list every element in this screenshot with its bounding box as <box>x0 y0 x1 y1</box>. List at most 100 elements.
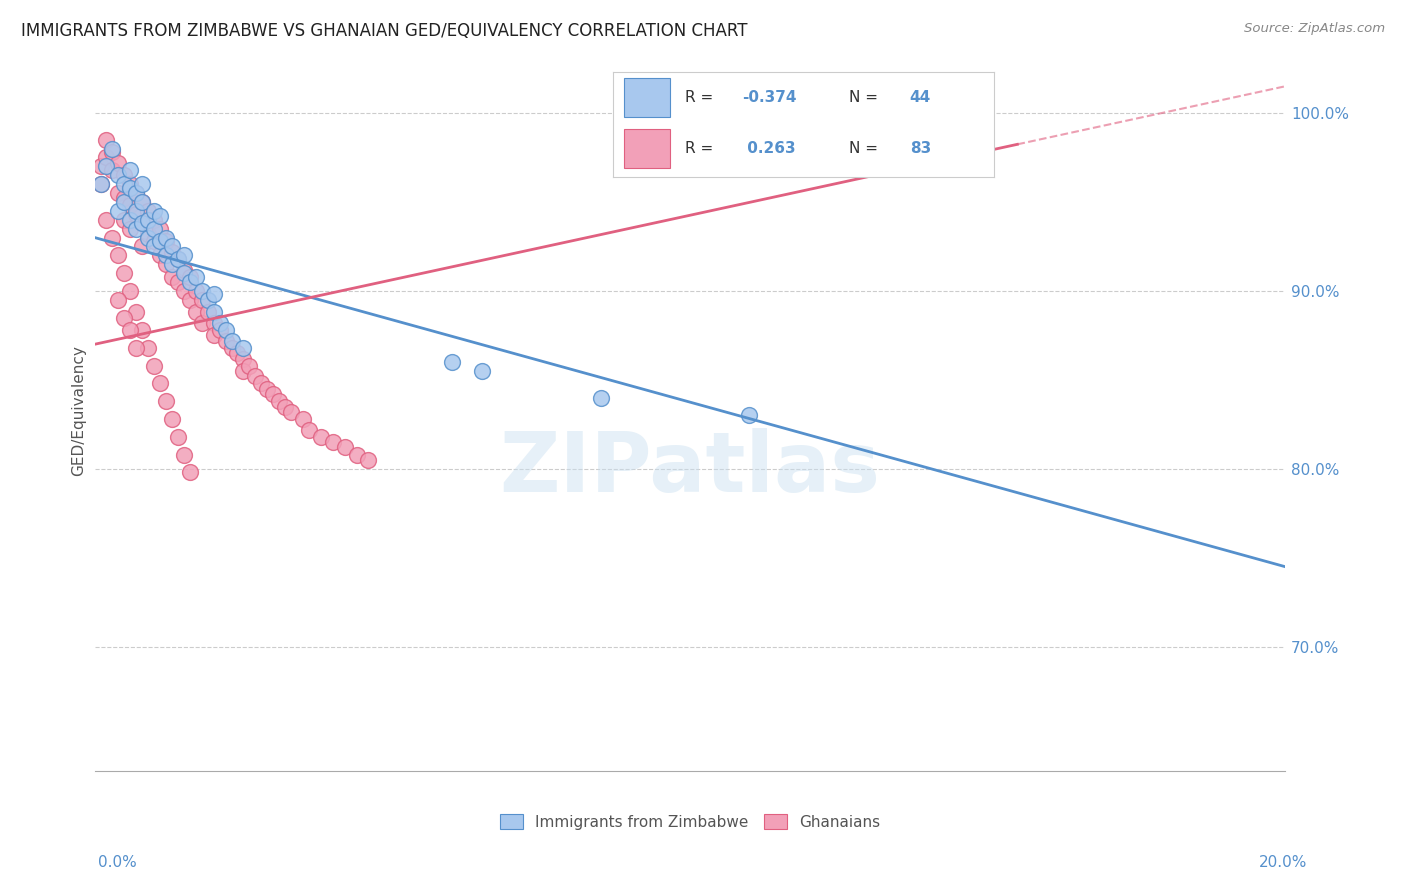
Point <box>202 287 225 301</box>
Point <box>143 234 166 248</box>
Point <box>155 248 177 262</box>
Point <box>322 435 344 450</box>
Point <box>280 405 302 419</box>
Point <box>89 159 111 173</box>
Point <box>125 186 148 200</box>
Point <box>167 430 190 444</box>
Point <box>149 248 172 262</box>
Point <box>131 323 153 337</box>
Point <box>202 328 225 343</box>
Point <box>173 262 195 277</box>
Point <box>197 293 219 307</box>
Point <box>262 387 284 401</box>
Point <box>155 234 177 248</box>
Point <box>160 412 183 426</box>
Point <box>291 412 314 426</box>
Point <box>346 448 368 462</box>
Point <box>96 133 118 147</box>
Point <box>112 310 135 325</box>
Point <box>131 216 153 230</box>
Point <box>112 168 135 182</box>
Point <box>155 257 177 271</box>
Point <box>96 151 118 165</box>
Point <box>440 355 463 369</box>
Point <box>179 293 201 307</box>
Point <box>190 316 212 330</box>
Point <box>96 159 118 173</box>
Point <box>136 341 159 355</box>
Text: ZIPatlas: ZIPatlas <box>499 428 880 509</box>
Point <box>136 212 159 227</box>
Point <box>112 266 135 280</box>
Point <box>125 203 148 218</box>
Point <box>179 466 201 480</box>
Point <box>269 394 291 409</box>
Point <box>107 186 129 200</box>
Y-axis label: GED/Equivalency: GED/Equivalency <box>72 345 86 476</box>
Point <box>131 216 153 230</box>
Point <box>221 334 243 348</box>
Point <box>221 341 243 355</box>
Point <box>202 305 225 319</box>
Point <box>173 266 195 280</box>
Point <box>143 239 166 253</box>
Point <box>120 198 142 212</box>
Point <box>160 269 183 284</box>
Point <box>214 323 236 337</box>
Point <box>309 430 332 444</box>
Point <box>298 423 321 437</box>
Point <box>131 177 153 191</box>
Point <box>149 209 172 223</box>
Point <box>173 448 195 462</box>
Point <box>173 248 195 262</box>
Point <box>131 194 153 209</box>
Point <box>256 382 278 396</box>
Point <box>179 275 201 289</box>
Point <box>143 221 166 235</box>
Point <box>208 316 231 330</box>
Point <box>125 305 148 319</box>
Point <box>107 203 129 218</box>
Point <box>125 207 148 221</box>
Point <box>89 177 111 191</box>
Point <box>226 346 249 360</box>
Point <box>112 212 135 227</box>
Point <box>232 341 254 355</box>
Text: 0.0%: 0.0% <box>98 855 138 870</box>
Text: IMMIGRANTS FROM ZIMBABWE VS GHANAIAN GED/EQUIVALENCY CORRELATION CHART: IMMIGRANTS FROM ZIMBABWE VS GHANAIAN GED… <box>21 22 748 40</box>
Point <box>155 230 177 244</box>
Point <box>190 284 212 298</box>
Point <box>101 162 124 177</box>
Point <box>125 341 148 355</box>
Point <box>149 376 172 391</box>
Point <box>245 369 267 384</box>
Point <box>160 257 183 271</box>
Point <box>232 364 254 378</box>
Point <box>208 323 231 337</box>
Point <box>112 194 135 209</box>
Point <box>160 239 183 253</box>
Point <box>101 230 124 244</box>
Point <box>202 316 225 330</box>
Point <box>120 221 142 235</box>
Point <box>112 177 135 191</box>
Point <box>125 221 148 235</box>
Point <box>101 142 124 156</box>
Point <box>357 453 380 467</box>
Point <box>184 305 207 319</box>
Point <box>120 162 142 177</box>
Point <box>89 177 111 191</box>
Point <box>120 177 142 191</box>
Point <box>160 244 183 259</box>
Point <box>131 239 153 253</box>
Point <box>107 293 129 307</box>
Point <box>120 323 142 337</box>
Point <box>149 234 172 248</box>
Point <box>274 400 297 414</box>
Point <box>232 351 254 366</box>
Legend: Immigrants from Zimbabwe, Ghanaians: Immigrants from Zimbabwe, Ghanaians <box>494 808 886 836</box>
Point <box>143 359 166 373</box>
Point <box>333 441 356 455</box>
Point <box>149 221 172 235</box>
Point <box>167 275 190 289</box>
